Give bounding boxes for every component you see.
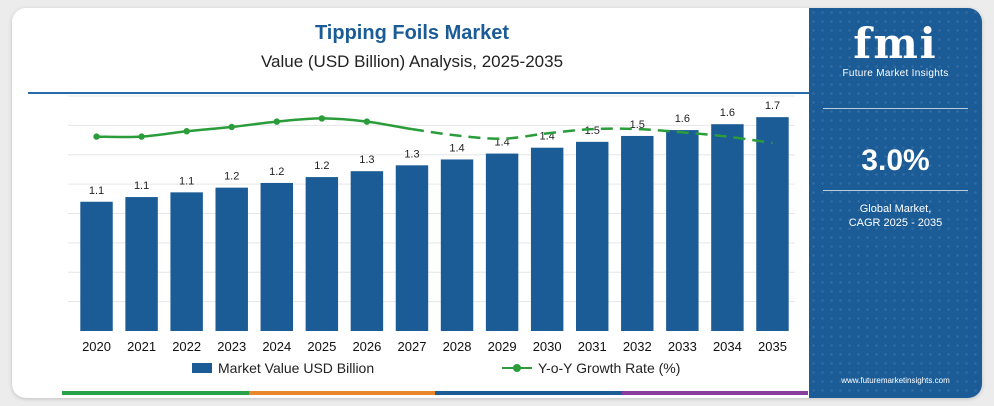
chart-plot: 1.1 2020 1.1 2021 1.1 2022 1.2 2023 1.2 2024 1.2 20…	[68, 95, 795, 354]
bar-value-label-2027: 1.3	[404, 148, 419, 160]
growth-point-2024	[273, 118, 280, 125]
growth-line-solid	[96, 117, 413, 139]
logo-wordmark: fmi	[853, 19, 938, 68]
cagr-label-line1: Global Market,	[859, 203, 932, 215]
growth-point-2022	[183, 128, 190, 135]
bar-2027	[395, 165, 429, 331]
cagr-value: 3.0%	[861, 144, 930, 177]
strip-purple	[621, 391, 808, 395]
legend-swatch-line	[502, 362, 532, 374]
growth-point-2025	[318, 115, 326, 122]
x-tick-label-2029: 2029	[488, 339, 517, 354]
logo-tagline: Future Market Insights	[842, 68, 949, 79]
bar-2034	[711, 124, 744, 331]
legend-item-growth-rate: Y-o-Y Growth Rate (%)	[502, 360, 680, 376]
x-tick-label-2020: 2020	[82, 339, 111, 354]
bar-value-label-2031: 1.5	[585, 125, 600, 137]
x-tick-label-2031: 2031	[578, 339, 607, 354]
growth-point-2023	[228, 123, 235, 131]
bar-2020	[80, 201, 113, 331]
legend-label-market-value: Market Value USD Billion	[218, 360, 375, 376]
x-tick-label-2024: 2024	[262, 339, 291, 354]
growth-point-2026	[363, 118, 371, 125]
bar-value-label-2024: 1.2	[269, 166, 284, 178]
bar-value-label-2032: 1.5	[630, 119, 645, 131]
bar-value-label-2023: 1.2	[224, 171, 239, 183]
bar-2024	[260, 182, 294, 331]
growth-point-2021	[138, 133, 145, 140]
fmi-logo: fmi Future Market Insights	[809, 19, 982, 80]
bar-value-label-2020: 1.1	[89, 185, 104, 197]
growth-line-dashed	[411, 127, 773, 145]
dot-pattern	[809, 8, 982, 398]
bar-2026	[350, 171, 384, 331]
bar-value-label-2025: 1.2	[314, 160, 329, 172]
chart-title: Tipping Foils Market	[314, 22, 510, 44]
website-url: www.futuremarketinsights.com	[841, 376, 950, 385]
strip-green	[62, 391, 249, 395]
bar-value-label-2035: 1.7	[765, 100, 780, 112]
chart-subtitle: Value (USD Billion) Analysis, 2025-2035	[260, 52, 564, 71]
bar-2030	[530, 147, 564, 331]
bar-2031	[575, 141, 609, 331]
bar-2029	[485, 153, 519, 331]
bar-2032	[621, 135, 654, 331]
bar-2022	[170, 192, 203, 331]
strip-orange	[248, 391, 435, 395]
legend-swatch-bar	[192, 363, 212, 373]
x-tick-label-2026: 2026	[352, 339, 381, 354]
bar-2035	[756, 117, 789, 332]
strip-blue	[435, 391, 622, 395]
x-tick-label-2030: 2030	[533, 339, 562, 354]
legend-label-growth-rate: Y-o-Y Growth Rate (%)	[538, 360, 681, 376]
bar-2033	[666, 130, 699, 331]
bar-value-label-2028: 1.4	[449, 142, 464, 154]
bar-value-label-2034: 1.6	[720, 107, 735, 119]
x-tick-label-2022: 2022	[172, 339, 201, 354]
bar-2023	[215, 187, 248, 331]
panel-divider-bottom	[823, 190, 968, 191]
x-tick-label-2032: 2032	[623, 339, 652, 354]
x-tick-label-2027: 2027	[398, 339, 427, 354]
bar-value-label-2022: 1.1	[179, 175, 194, 187]
cagr-label-line2: CAGR 2025 - 2035	[848, 217, 943, 229]
chart-card: Tipping Foils Market Value (USD Billion)…	[12, 8, 982, 398]
bar-2025	[305, 177, 339, 331]
bar-value-label-2033: 1.6	[675, 113, 690, 125]
chart-area: Tipping Foils Market Value (USD Billion)…	[12, 8, 812, 398]
bar-value-label-2021: 1.1	[134, 180, 149, 192]
bar-2028	[440, 159, 474, 331]
bottom-color-strip	[62, 391, 808, 395]
title-divider	[28, 92, 810, 94]
cagr-label: Global Market, CAGR 2025 - 2035	[809, 202, 982, 230]
bar-2021	[125, 197, 158, 331]
x-tick-label-2025: 2025	[307, 339, 336, 354]
x-tick-label-2021: 2021	[127, 339, 156, 354]
panel-divider-top	[823, 108, 968, 109]
growth-point-2020	[93, 133, 100, 140]
legend-item-market-value: Market Value USD Billion	[192, 360, 374, 376]
bar-value-label-2026: 1.3	[359, 154, 374, 166]
x-tick-label-2035: 2035	[758, 339, 787, 354]
x-tick-label-2028: 2028	[443, 339, 472, 354]
x-tick-label-2033: 2033	[668, 339, 697, 354]
side-panel: fmi Future Market Insights 3.0% Global M…	[809, 8, 982, 398]
x-tick-label-2023: 2023	[217, 339, 246, 354]
x-tick-label-2034: 2034	[713, 339, 742, 354]
